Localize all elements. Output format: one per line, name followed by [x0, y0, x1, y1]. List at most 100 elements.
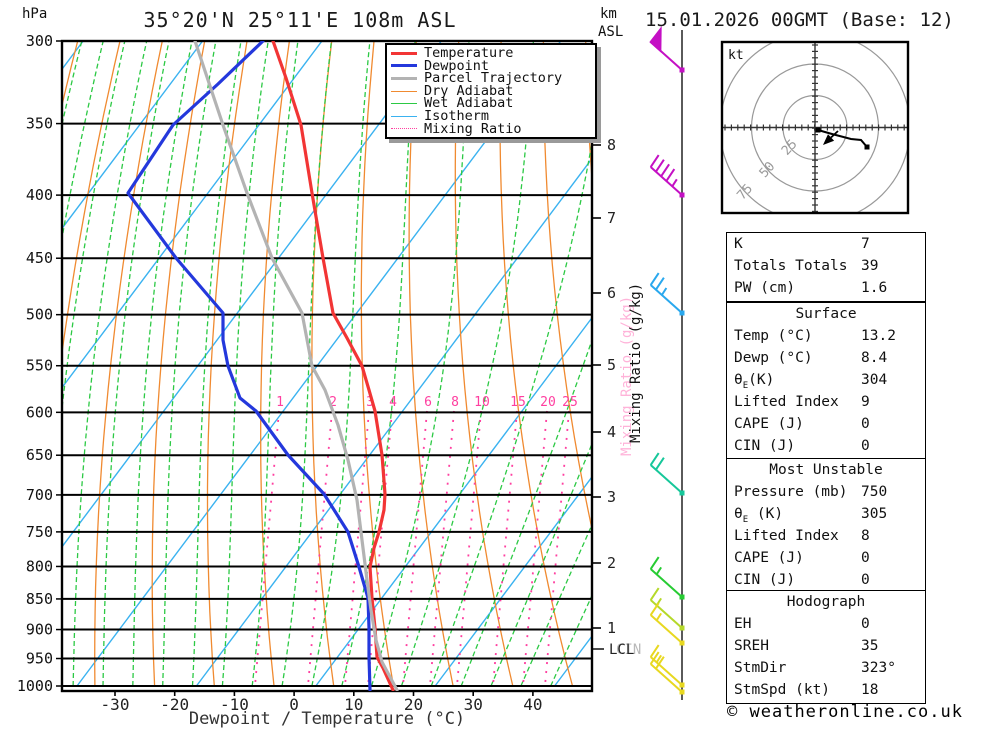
- legend-sample-line: [391, 115, 417, 117]
- pressure-unit-label: hPa: [22, 6, 48, 22]
- mixing-ratio-value-label: 1: [276, 395, 284, 410]
- temperature-curve: [271, 41, 395, 691]
- panel-row-value: 323°: [861, 660, 896, 676]
- panel-section-title: Hodograph: [786, 594, 866, 610]
- sounding-curves: [126, 41, 399, 691]
- wind-barb: [649, 272, 685, 316]
- wind-barb-dot: [679, 67, 685, 73]
- temp-tick-label: 20: [404, 695, 423, 714]
- panel-row-value: 9: [861, 394, 870, 410]
- temp-tick-label: -30: [101, 695, 130, 714]
- mixing-ratio-line: [522, 410, 548, 687]
- wind-barb: [649, 651, 685, 695]
- mixing-ratio-line: [544, 410, 570, 687]
- km-tick-label: 7: [607, 209, 616, 227]
- panel-section-title: Most Unstable: [769, 462, 883, 478]
- dry-adiabat-line: [585, 41, 592, 188]
- mixing-ratio-line: [429, 410, 455, 687]
- panel-row-value: 8.4: [861, 350, 888, 366]
- panel-row-value: 13.2: [861, 328, 896, 344]
- mixing-ratio-value-label: 4: [389, 395, 397, 410]
- dry-adiabat-line: [260, 41, 291, 687]
- cin-label-ghost: CIN: [616, 642, 642, 658]
- wind-barb-dot: [679, 682, 685, 688]
- legend-sample-line: [391, 64, 417, 68]
- mixing-ratio-value-label: 8: [451, 395, 459, 410]
- panel-row-value: 35: [861, 638, 879, 654]
- temp-tick-label: -10: [220, 695, 249, 714]
- temp-tick-label: 0: [289, 695, 299, 714]
- km-tick-label: 1: [607, 619, 616, 637]
- wet-adiabat-line: [490, 442, 592, 687]
- panel-row-value: 7: [861, 236, 870, 252]
- pressure-tick-label: 650: [26, 446, 53, 464]
- pressure-tick-label: 300: [26, 32, 53, 50]
- wind-barb-half-tick: [671, 178, 678, 187]
- wind-barb-full-tick: [649, 587, 660, 601]
- wind-barb-staff: [650, 614, 683, 644]
- panel-row: StmDir 323°: [727, 657, 925, 679]
- dry-adiabat-line: [311, 41, 335, 687]
- legend-item: Isotherm: [391, 109, 595, 123]
- plot-border: [60, 39, 594, 693]
- wind-barb-full-tick: [649, 272, 660, 286]
- panel-row-label: Totals Totals: [734, 258, 848, 274]
- hodograph-trace-end-dot: [864, 144, 870, 150]
- legend-sample-line: [391, 90, 417, 92]
- panel-row-value: 750: [861, 484, 888, 500]
- wet-adiabat-line: [370, 41, 470, 687]
- km-tick-label: 8: [607, 136, 616, 154]
- mixing-ratio-value-label: 10: [474, 395, 490, 410]
- wet-adiabat-line: [191, 41, 242, 687]
- pressure-tick-label: 400: [26, 186, 53, 204]
- wind-barb: [649, 452, 685, 496]
- pressure-tick-label: 900: [26, 621, 53, 639]
- wet-adiabat-line: [72, 41, 148, 687]
- pressure-tick-label: 350: [26, 115, 53, 133]
- km-tick-label: 6: [607, 284, 616, 302]
- dry-adiabat-line: [151, 41, 206, 687]
- isotherm-line: [62, 41, 204, 230]
- wind-barb-dot: [679, 310, 685, 316]
- isotherm-line: [62, 41, 323, 389]
- wind-barb: [649, 644, 685, 688]
- legend-item-label: Dewpoint: [424, 57, 490, 74]
- legend: Temperature Dewpoint Parcel Trajectory Dry …: [385, 43, 597, 140]
- legend-item: Parcel Trajectory: [391, 72, 595, 85]
- panel-row-label: CAPE (J): [734, 416, 804, 432]
- wind-barb-full-tick: [649, 651, 660, 665]
- dry-adiabat-line: [542, 41, 592, 533]
- panel-row-label: Lifted Index: [734, 528, 839, 544]
- legend-item-label: Parcel Trajectory: [424, 70, 563, 87]
- wind-barb-half-tick: [655, 612, 662, 621]
- panel-section: Hodograph EH 0 SREH 35 StmDir 323° StmSpd (kt) 1…: [726, 590, 926, 704]
- legend-item-label: Wet Adiabat: [424, 95, 514, 112]
- wind-barb-dot: [679, 640, 685, 646]
- mixing-ratio-value-label: 15: [510, 395, 526, 410]
- temp-tick-label: 40: [523, 695, 542, 714]
- wind-barb-full-tick: [649, 452, 660, 466]
- dry-adiabat-line: [94, 41, 163, 687]
- pressure-tick-label: 550: [26, 357, 53, 375]
- wind-barb-full-tick: [649, 556, 660, 570]
- wind-barb: [649, 556, 685, 600]
- wind-barb-dot: [679, 689, 685, 695]
- panel-row: Lifted Index 9: [727, 391, 925, 413]
- panel-row: θE (K) 305: [727, 503, 925, 525]
- wind-barb-staff: [650, 599, 683, 629]
- temp-tick-labels: -30 -20 -10 0 10 20 30 40: [101, 691, 543, 714]
- panel-row-value: 8: [861, 528, 870, 544]
- legend-sample-line: [391, 103, 417, 105]
- panel-row: Temp (°C) 13.2: [727, 325, 925, 347]
- page-title: 35°20'N 25°11'E 108m ASL: [143, 8, 457, 32]
- panel-row-label: Temp (°C): [734, 328, 813, 344]
- wind-barb-full-tick: [649, 602, 660, 616]
- mixing-ratio-lines: [254, 410, 570, 687]
- panel-row-label: CIN (J): [734, 572, 796, 588]
- mixing-ratio-value-label: 20: [540, 395, 556, 410]
- hodograph-trace: [817, 129, 868, 148]
- dry-adiabat-line: [628, 41, 752, 686]
- lcl-label: LCL: [609, 642, 635, 658]
